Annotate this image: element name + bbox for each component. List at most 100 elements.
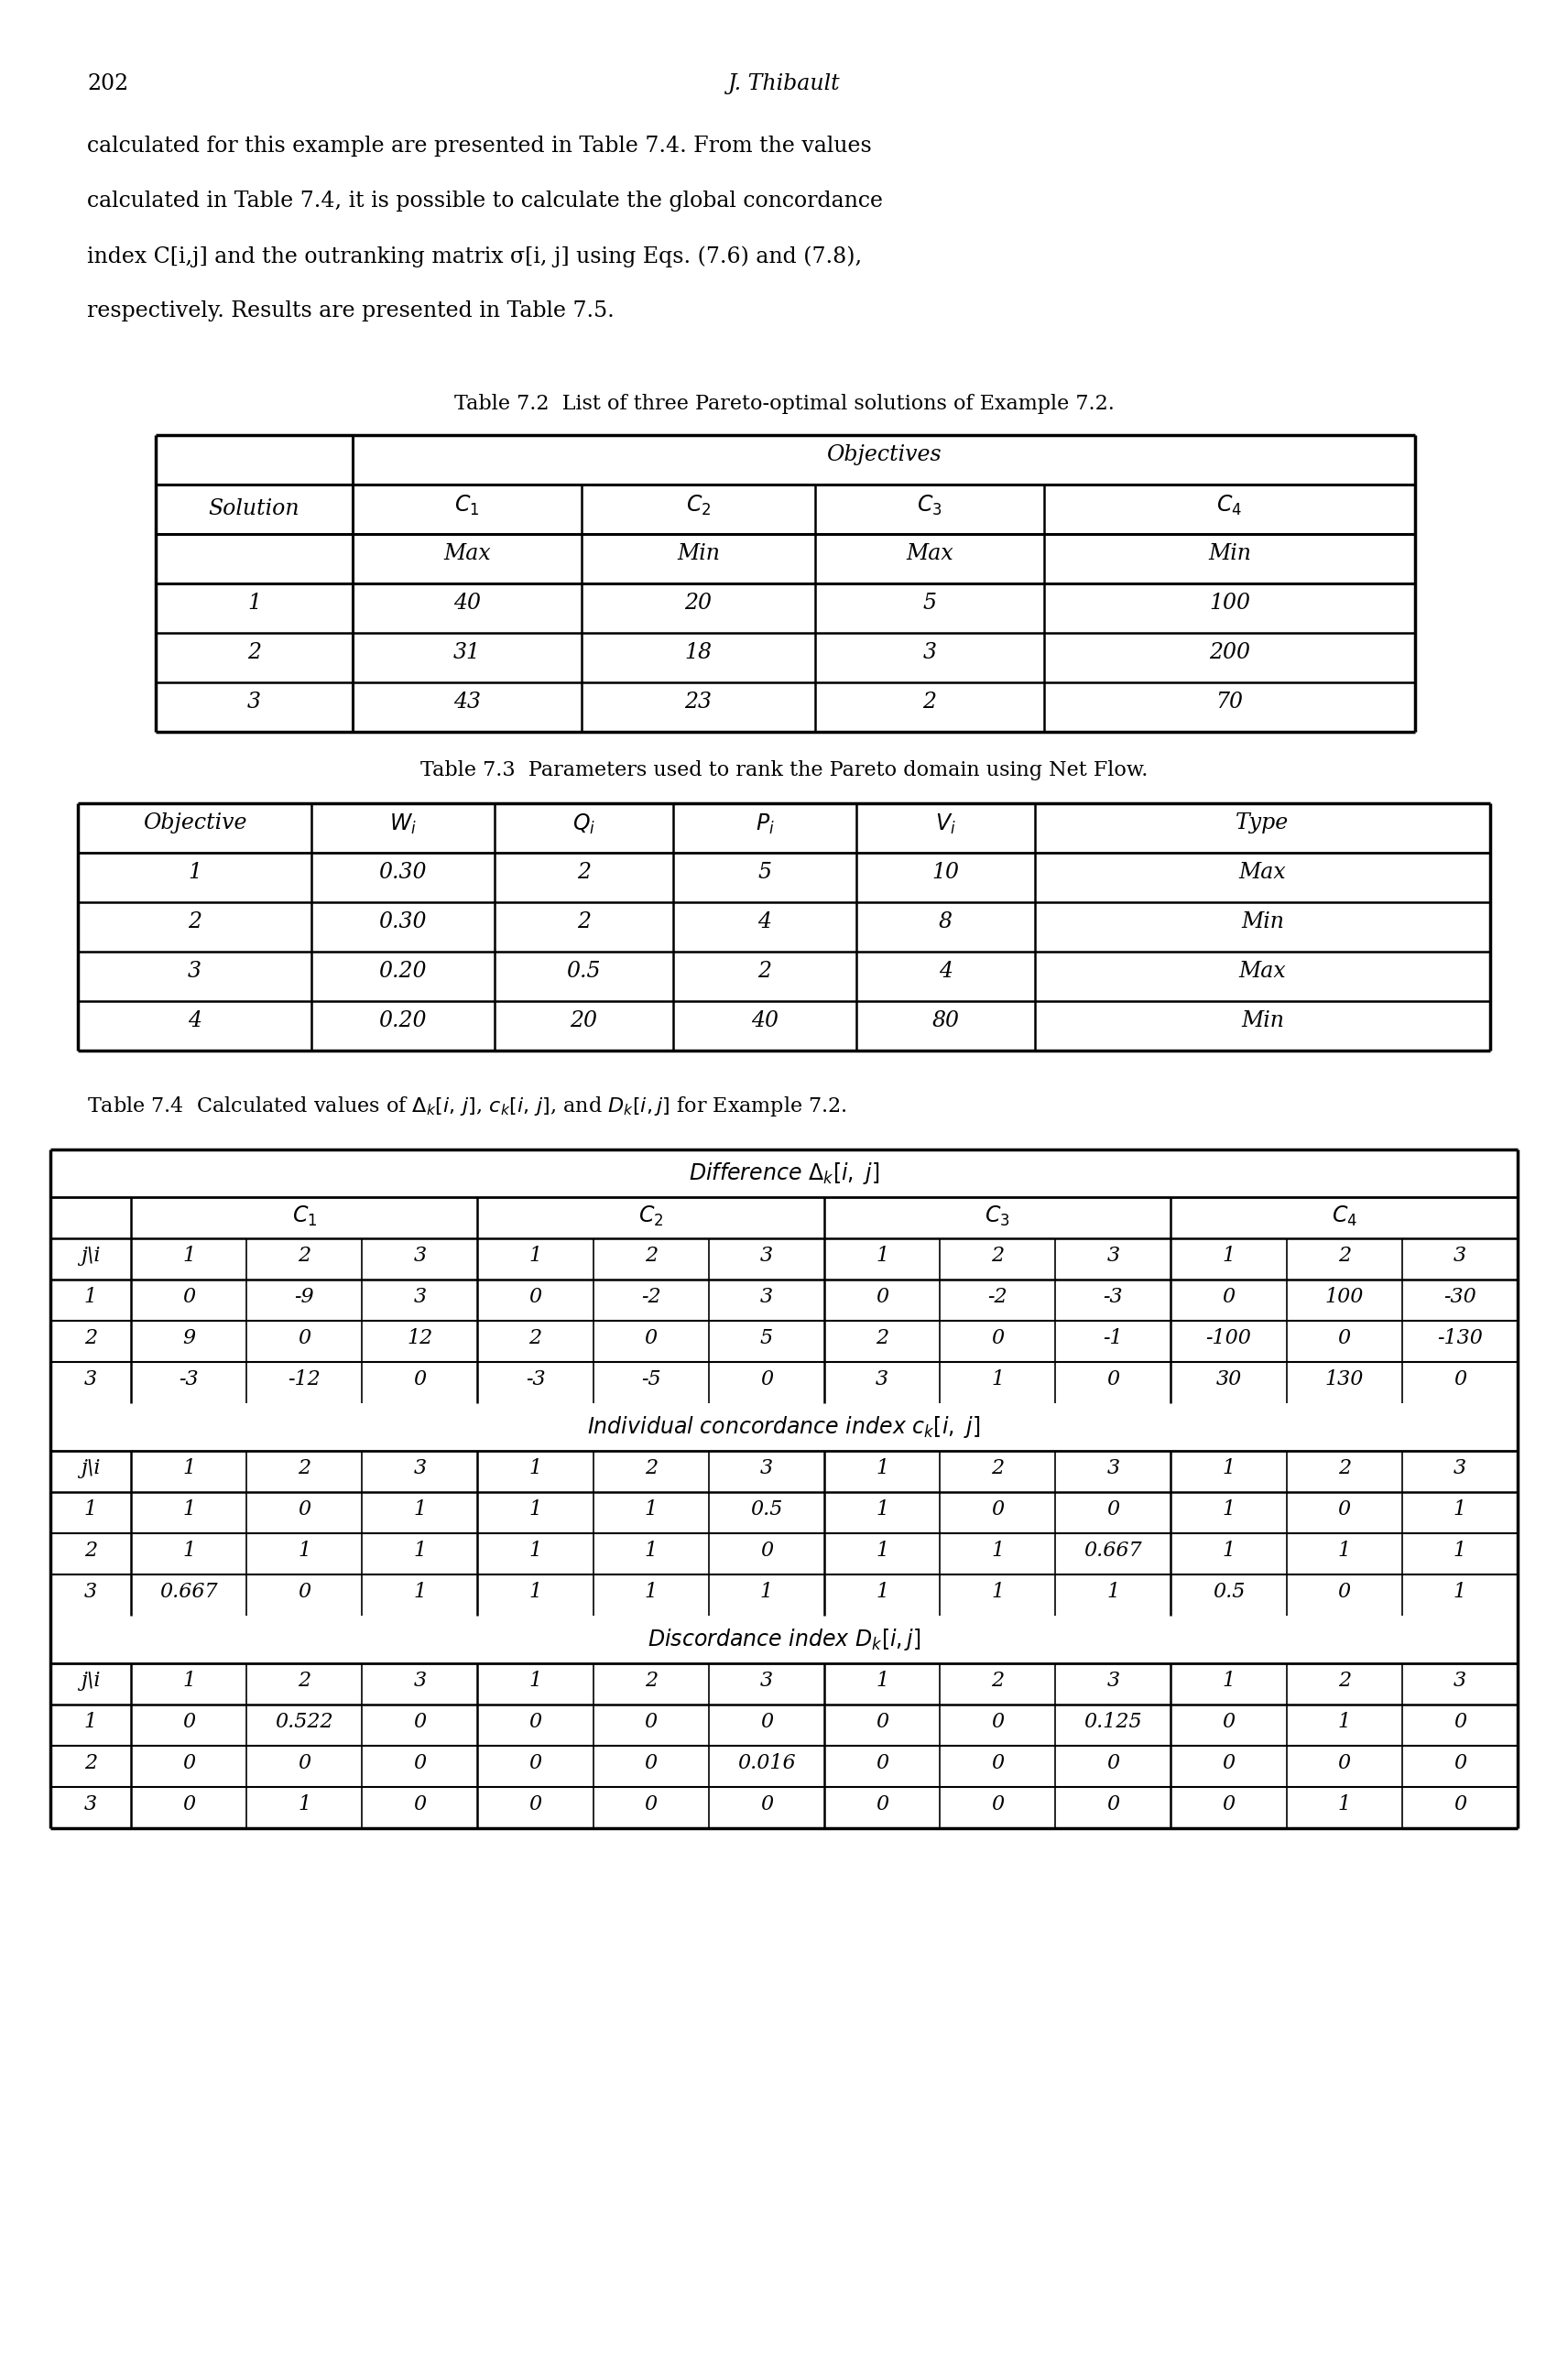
Text: 0: 0 [760, 1369, 773, 1390]
Text: 0: 0 [875, 1754, 889, 1773]
Text: 1: 1 [1454, 1541, 1466, 1560]
Text: 100: 100 [1325, 1286, 1364, 1307]
Text: 2: 2 [298, 1459, 310, 1478]
Text: 10: 10 [931, 863, 960, 882]
Text: Table 7.4  Calculated values of $\Delta_k[i,\,j]$, $c_k[i,\,j]$, and $D_k[i,j]$ : Table 7.4 Calculated values of $\Delta_k… [86, 1095, 847, 1118]
Text: $C_1$: $C_1$ [292, 1203, 317, 1229]
Text: 0: 0 [414, 1712, 426, 1733]
Text: 0: 0 [1338, 1582, 1350, 1603]
Text: $C_2$: $C_2$ [685, 494, 710, 518]
Text: 0: 0 [991, 1754, 1004, 1773]
Text: Objectives: Objectives [826, 444, 941, 466]
Text: 8: 8 [939, 913, 952, 931]
Text: 0: 0 [298, 1754, 310, 1773]
Text: 2: 2 [248, 643, 260, 664]
Text: 1: 1 [528, 1499, 543, 1520]
Text: 3: 3 [414, 1246, 426, 1265]
Text: 0: 0 [182, 1794, 196, 1816]
Text: 1: 1 [1338, 1712, 1350, 1733]
Text: 0.20: 0.20 [379, 1009, 426, 1031]
Text: 1: 1 [414, 1541, 426, 1560]
Text: 0.522: 0.522 [274, 1712, 334, 1733]
Text: 3: 3 [414, 1459, 426, 1478]
Text: 0: 0 [991, 1499, 1004, 1520]
Text: Min: Min [1240, 913, 1284, 931]
Text: 0: 0 [528, 1794, 543, 1816]
Text: 1: 1 [644, 1541, 657, 1560]
Text: 1: 1 [875, 1459, 889, 1478]
Text: 1: 1 [1454, 1499, 1466, 1520]
Text: 1: 1 [528, 1671, 543, 1690]
Text: 2: 2 [757, 960, 771, 981]
Text: 0: 0 [760, 1794, 773, 1816]
Text: 80: 80 [931, 1009, 960, 1031]
Text: 2: 2 [991, 1671, 1004, 1690]
Text: 0: 0 [760, 1712, 773, 1733]
Text: -9: -9 [295, 1286, 314, 1307]
Text: j\i: j\i [82, 1459, 100, 1478]
Text: 31: 31 [453, 643, 481, 664]
Text: 3: 3 [85, 1582, 97, 1603]
Text: $C_2$: $C_2$ [638, 1203, 663, 1229]
Text: 3: 3 [922, 643, 936, 664]
Text: 2: 2 [577, 863, 591, 882]
Text: 2: 2 [298, 1671, 310, 1690]
Text: -130: -130 [1436, 1329, 1483, 1347]
Text: 3: 3 [760, 1459, 773, 1478]
Text: 5: 5 [922, 593, 936, 615]
Text: 4: 4 [188, 1009, 202, 1031]
Text: 0: 0 [875, 1286, 889, 1307]
Text: $Individual\ concordance\ index\ c_k[i,\ j]$: $Individual\ concordance\ index\ c_k[i,\… [588, 1414, 980, 1440]
Text: Objective: Objective [143, 813, 246, 834]
Text: 1: 1 [248, 593, 260, 615]
Text: 3: 3 [1107, 1671, 1120, 1690]
Text: -12: -12 [289, 1369, 321, 1390]
Text: 0: 0 [1223, 1754, 1236, 1773]
Text: 70: 70 [1215, 693, 1243, 712]
Text: 43: 43 [453, 693, 481, 712]
Text: 1: 1 [991, 1582, 1004, 1603]
Text: 0: 0 [414, 1794, 426, 1816]
Text: 3: 3 [760, 1671, 773, 1690]
Text: 0.20: 0.20 [379, 960, 426, 981]
Text: j\i: j\i [82, 1671, 100, 1690]
Text: $V_i$: $V_i$ [935, 813, 956, 837]
Text: 1: 1 [182, 1246, 196, 1265]
Text: $Discordance\ index\ D_k[i,j]$: $Discordance\ index\ D_k[i,j]$ [648, 1626, 920, 1652]
Text: respectively. Results are presented in Table 7.5.: respectively. Results are presented in T… [86, 300, 615, 322]
Text: 0: 0 [1338, 1499, 1350, 1520]
Text: -3: -3 [1104, 1286, 1123, 1307]
Text: 0: 0 [182, 1754, 196, 1773]
Text: 0.30: 0.30 [379, 863, 426, 882]
Text: 2: 2 [991, 1246, 1004, 1265]
Text: 0: 0 [760, 1541, 773, 1560]
Text: 1: 1 [1338, 1541, 1350, 1560]
Text: Max: Max [444, 544, 491, 565]
Text: 0: 0 [644, 1712, 657, 1733]
Text: 0: 0 [644, 1329, 657, 1347]
Text: 9: 9 [182, 1329, 196, 1347]
Text: 3: 3 [875, 1369, 889, 1390]
Text: $Q_i$: $Q_i$ [572, 813, 596, 837]
Text: 0: 0 [875, 1712, 889, 1733]
Text: $Difference\ \Delta_k[i,\ j]$: $Difference\ \Delta_k[i,\ j]$ [688, 1161, 880, 1187]
Text: -5: -5 [641, 1369, 660, 1390]
Text: 2: 2 [1338, 1246, 1350, 1265]
Text: 1: 1 [182, 1459, 196, 1478]
Text: calculated in Table 7.4, it is possible to calculate the global concordance: calculated in Table 7.4, it is possible … [86, 191, 883, 213]
Text: 0: 0 [528, 1286, 543, 1307]
Text: 3: 3 [1454, 1246, 1466, 1265]
Text: -2: -2 [988, 1286, 1008, 1307]
Text: Table 7.3  Parameters used to rank the Pareto domain using Net Flow.: Table 7.3 Parameters used to rank the Pa… [420, 761, 1148, 780]
Text: 1: 1 [85, 1499, 97, 1520]
Text: 12: 12 [408, 1329, 433, 1347]
Text: -3: -3 [179, 1369, 199, 1390]
Text: $W_i$: $W_i$ [389, 813, 417, 837]
Text: 2: 2 [85, 1329, 97, 1347]
Text: 0: 0 [298, 1329, 310, 1347]
Text: 18: 18 [685, 643, 712, 664]
Text: 1: 1 [298, 1541, 310, 1560]
Text: 3: 3 [85, 1369, 97, 1390]
Text: 0: 0 [414, 1369, 426, 1390]
Text: 0.016: 0.016 [737, 1754, 795, 1773]
